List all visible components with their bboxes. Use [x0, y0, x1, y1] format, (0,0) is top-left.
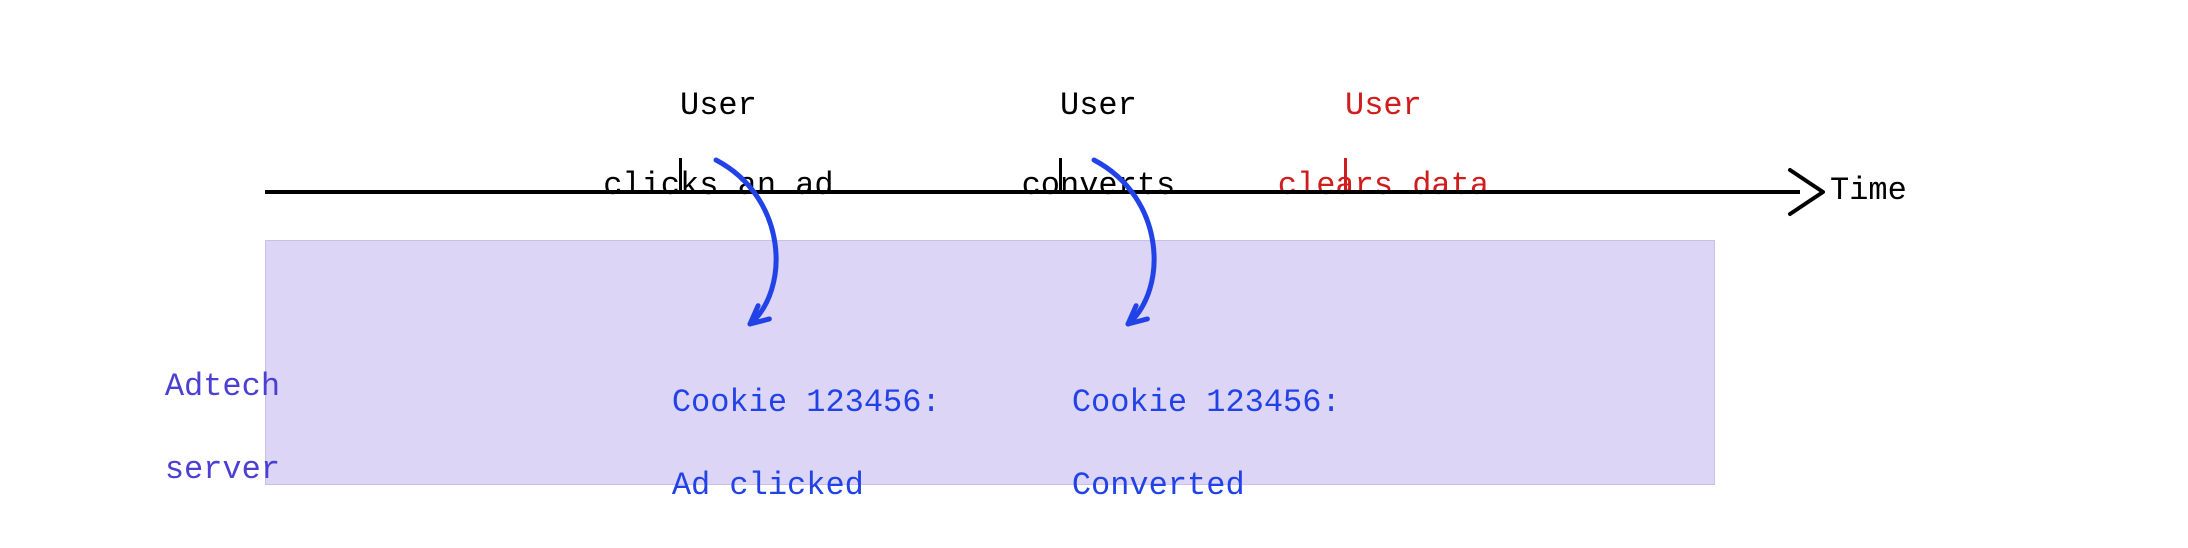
event-line1: User: [1060, 87, 1137, 124]
event-line2: clears data: [1278, 167, 1489, 204]
timeline-axis: [265, 190, 1800, 194]
time-axis-label: Time: [1830, 172, 1907, 209]
adtech-server-box: [265, 240, 1715, 485]
event-line1: User: [1345, 87, 1422, 124]
tick-converts: [1059, 158, 1062, 194]
event-converts: User converts: [945, 46, 1175, 246]
event-clicks-ad: User clicks an ad: [526, 46, 833, 246]
tick-clicks-ad: [679, 158, 682, 194]
event-line2: converts: [1022, 167, 1176, 204]
event-clears-data: User clears data: [1201, 46, 1489, 246]
server-label-line1: Adtech: [165, 368, 280, 405]
cookie-line1: Cookie 123456:: [672, 384, 941, 421]
cookie-line1: Cookie 123456:: [1072, 384, 1341, 421]
cookie-line2: Ad clicked: [672, 467, 864, 504]
tick-clears-data: [1344, 158, 1347, 194]
cookie-converted: Cookie 123456: Converted: [995, 340, 1341, 548]
cookie-line2: Converted: [1072, 467, 1245, 504]
event-line2: clicks an ad: [603, 167, 833, 204]
server-label-line2: server: [165, 451, 280, 488]
adtech-server-label: Adtech server: [88, 324, 280, 532]
cookie-ad-clicked: Cookie 123456: Ad clicked: [595, 340, 941, 548]
diagram-container: Adtech server User clicks an ad User con…: [0, 0, 2188, 534]
event-line1: User: [680, 87, 757, 124]
